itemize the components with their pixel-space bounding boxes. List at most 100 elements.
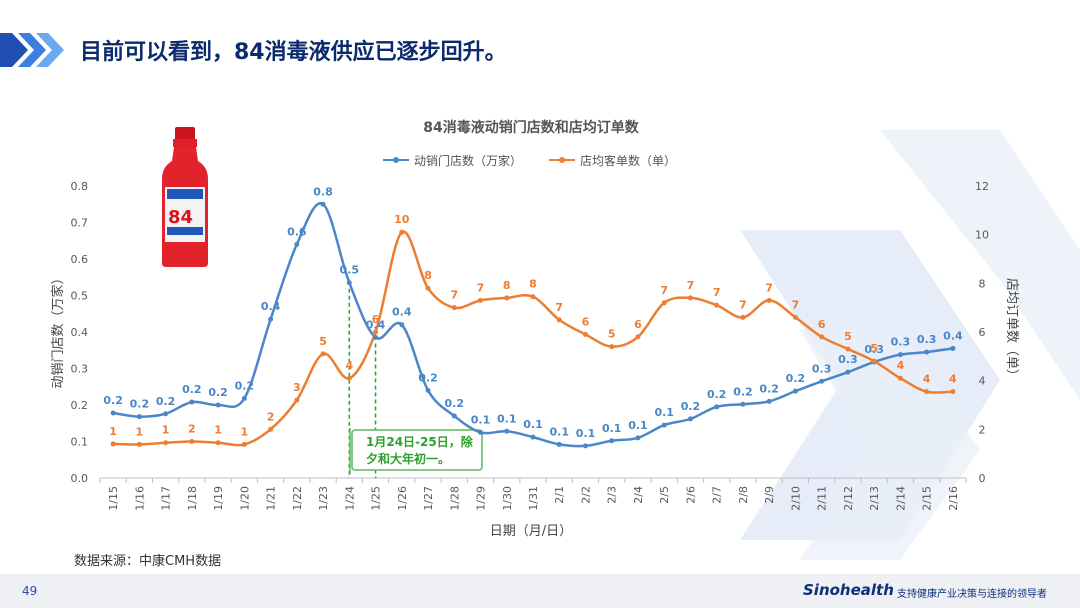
data-label-series-1: 0.2 <box>445 397 465 410</box>
data-label-series-1: 0.1 <box>628 419 648 432</box>
data-label-series-1: 0.1 <box>576 427 596 440</box>
data-point-series-1 <box>451 413 457 419</box>
x-tick-label: 1/17 <box>160 486 173 511</box>
data-label-series-1: 0.3 <box>864 343 884 356</box>
data-label-series-2: 8 <box>529 278 537 291</box>
data-label-series-1: 0.2 <box>103 394 123 407</box>
data-point-series-1 <box>294 241 300 247</box>
data-label-series-2: 5 <box>319 335 327 348</box>
data-label-series-2: 7 <box>792 298 800 311</box>
x-tick-label: 1/24 <box>343 486 356 511</box>
brand-logo-text: Sinohealth <box>803 581 894 599</box>
x-tick-label: 1/31 <box>527 486 540 511</box>
data-label-series-1: 0.2 <box>418 371 438 384</box>
legend: 动销门店数（万家） 店均客单数（单） <box>383 153 676 168</box>
data-label-series-2: 7 <box>660 284 668 297</box>
x-tick-label: 1/28 <box>448 486 461 511</box>
x-tick-label: 2/8 <box>737 486 750 504</box>
data-point-series-2 <box>819 334 825 340</box>
y-tick-left: 0.0 <box>71 472 89 485</box>
data-label-series-2: 7 <box>765 281 773 294</box>
data-label-series-1: 0.2 <box>707 388 727 401</box>
y-tick-left: 0.6 <box>71 253 89 266</box>
data-label-series-1: 0.8 <box>313 185 333 198</box>
data-label-series-1: 0.3 <box>891 336 911 349</box>
series-line-1 <box>112 202 954 448</box>
data-label-series-2: 7 <box>555 301 563 314</box>
y-tick-right: 10 <box>975 229 989 242</box>
data-label-series-2: 4 <box>345 359 353 372</box>
data-point-series-1 <box>635 435 641 441</box>
data-point-series-2 <box>556 317 562 323</box>
data-label-series-1: 0.1 <box>602 422 622 435</box>
y-axis-title-left: 动销门店数（万家） <box>50 271 66 388</box>
x-tick-label: 2/15 <box>921 486 934 511</box>
x-tick-label: 1/16 <box>133 486 146 511</box>
data-point-series-1 <box>924 349 930 355</box>
axes: 0.00.10.20.30.40.50.60.70.80246810121/15… <box>71 180 990 511</box>
y-tick-left: 0.4 <box>71 326 89 339</box>
data-point-series-1 <box>740 401 746 407</box>
chart-title: 84消毒液动销门店数和店均订单数 <box>423 119 639 136</box>
data-label-series-1: 0.1 <box>497 412 517 425</box>
x-tick-label: 1/23 <box>317 486 330 511</box>
data-label-series-1: 0.5 <box>340 264 360 277</box>
data-label-series-2: 7 <box>450 289 458 302</box>
bottle-label: 84 <box>168 207 193 228</box>
data-point-series-2 <box>425 285 431 291</box>
data-label-series-1: 0.2 <box>182 383 202 396</box>
disinfectant-bottle-icon: 84 <box>162 127 208 267</box>
y-tick-right: 0 <box>979 472 986 485</box>
data-label-series-2: 8 <box>424 269 432 282</box>
x-tick-label: 1/21 <box>265 486 278 511</box>
data-source: 数据来源：中康CMH数据 <box>74 554 222 569</box>
data-point-series-2 <box>136 441 142 447</box>
series-lines <box>112 202 954 448</box>
data-point-series-1 <box>661 422 667 428</box>
x-tick-label: 2/3 <box>606 486 619 504</box>
data-label-series-1: 0.3 <box>838 353 858 366</box>
data-point-series-2 <box>163 440 169 446</box>
data-label-series-1: 0.1 <box>549 425 569 438</box>
data-label-series-2: 5 <box>870 342 878 355</box>
data-label-series-1: 0.4 <box>943 329 963 342</box>
data-point-series-2 <box>950 389 956 395</box>
data-point-series-1 <box>268 316 274 322</box>
data-label-series-2: 6 <box>634 318 642 331</box>
y-tick-left: 0.3 <box>71 363 89 376</box>
data-point-series-2 <box>451 305 457 311</box>
data-point-series-1 <box>373 334 379 340</box>
x-tick-label: 1/29 <box>475 486 488 511</box>
legend-label-series-2: 店均客单数（单） <box>580 153 676 168</box>
data-label-series-1: 0.4 <box>261 300 281 313</box>
data-label-series-1: 0.2 <box>208 386 228 399</box>
data-label-series-2: 5 <box>608 328 616 341</box>
data-point-series-2 <box>897 375 903 381</box>
data-label-series-2: 7 <box>477 281 485 294</box>
data-label-series-2: 4 <box>949 373 957 386</box>
data-point-series-2 <box>346 375 352 381</box>
y-tick-right: 4 <box>979 375 986 388</box>
x-tick-label: 2/6 <box>684 486 697 504</box>
data-label-series-2: 7 <box>739 298 747 311</box>
data-label-series-2: 10 <box>394 213 410 226</box>
series-line-2 <box>113 230 953 447</box>
data-label-series-1: 0.4 <box>366 318 386 331</box>
data-point-series-1 <box>320 201 326 207</box>
data-label-series-2: 1 <box>214 424 222 437</box>
data-point-series-2 <box>320 351 326 357</box>
data-point-series-2 <box>478 297 484 303</box>
chart: 84消毒液动销门店数和店均订单数 动销门店数（万家） 店均客单数（单） 0.0 0… <box>50 119 1019 539</box>
data-point-series-1 <box>687 416 693 422</box>
annotation-line-2: 夕和大年初一。 <box>366 451 450 466</box>
data-point-series-2 <box>110 441 116 447</box>
data-point-series-1 <box>189 399 195 405</box>
y-tick-right: 12 <box>975 180 989 193</box>
x-tick-label: 1/25 <box>370 486 383 511</box>
data-label-series-1: 0.2 <box>130 398 150 411</box>
data-label-series-2: 6 <box>372 313 380 326</box>
data-point-series-2 <box>635 334 641 340</box>
data-point-series-2 <box>871 358 877 364</box>
y-axis-title-right: 店均订单数（单） <box>1004 278 1019 382</box>
